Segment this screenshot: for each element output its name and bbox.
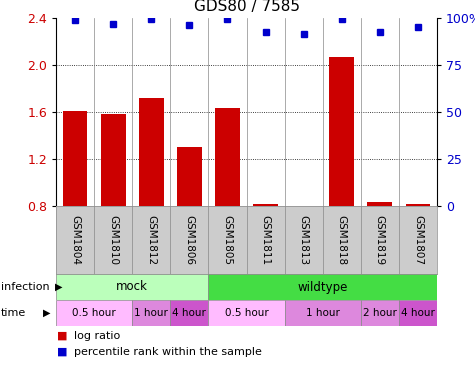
Bar xyxy=(56,300,132,326)
Text: GSM1813: GSM1813 xyxy=(299,215,309,265)
Bar xyxy=(285,300,361,326)
Bar xyxy=(368,202,392,206)
Bar xyxy=(132,300,171,326)
Text: percentile rank within the sample: percentile rank within the sample xyxy=(74,347,262,357)
Text: ▶: ▶ xyxy=(43,308,50,318)
Text: ■: ■ xyxy=(57,331,67,341)
Text: GSM1807: GSM1807 xyxy=(413,215,423,265)
Text: 4 hour: 4 hour xyxy=(401,308,435,318)
Text: 4 hour: 4 hour xyxy=(172,308,206,318)
Text: 2 hour: 2 hour xyxy=(363,308,397,318)
Text: infection: infection xyxy=(1,282,49,292)
Bar xyxy=(101,114,125,206)
Text: 0.5 hour: 0.5 hour xyxy=(225,308,268,318)
Bar xyxy=(209,300,285,326)
Text: 1 hour: 1 hour xyxy=(134,308,168,318)
Text: GSM1812: GSM1812 xyxy=(146,215,156,265)
Text: time: time xyxy=(1,308,26,318)
Bar xyxy=(139,98,163,206)
Title: GDS80 / 7585: GDS80 / 7585 xyxy=(193,0,300,14)
Text: GSM1806: GSM1806 xyxy=(184,215,194,265)
Bar xyxy=(329,57,354,206)
Bar xyxy=(253,203,278,206)
Bar xyxy=(361,300,399,326)
Text: 0.5 hour: 0.5 hour xyxy=(72,308,116,318)
Bar xyxy=(177,147,202,206)
Text: GSM1818: GSM1818 xyxy=(337,215,347,265)
Text: GSM1804: GSM1804 xyxy=(70,215,80,265)
Bar xyxy=(215,108,240,206)
Text: wildtype: wildtype xyxy=(297,280,348,294)
Bar xyxy=(406,203,430,206)
Text: ▶: ▶ xyxy=(55,282,62,292)
Text: mock: mock xyxy=(116,280,148,294)
Text: GSM1819: GSM1819 xyxy=(375,215,385,265)
Text: 1 hour: 1 hour xyxy=(306,308,340,318)
Bar xyxy=(171,300,209,326)
Bar xyxy=(399,300,437,326)
Text: ■: ■ xyxy=(57,347,67,357)
Bar xyxy=(209,274,437,300)
Text: GSM1811: GSM1811 xyxy=(261,215,271,265)
Bar xyxy=(63,111,87,206)
Text: log ratio: log ratio xyxy=(74,331,120,341)
Text: GSM1810: GSM1810 xyxy=(108,215,118,265)
Bar xyxy=(56,274,209,300)
Text: GSM1805: GSM1805 xyxy=(222,215,232,265)
